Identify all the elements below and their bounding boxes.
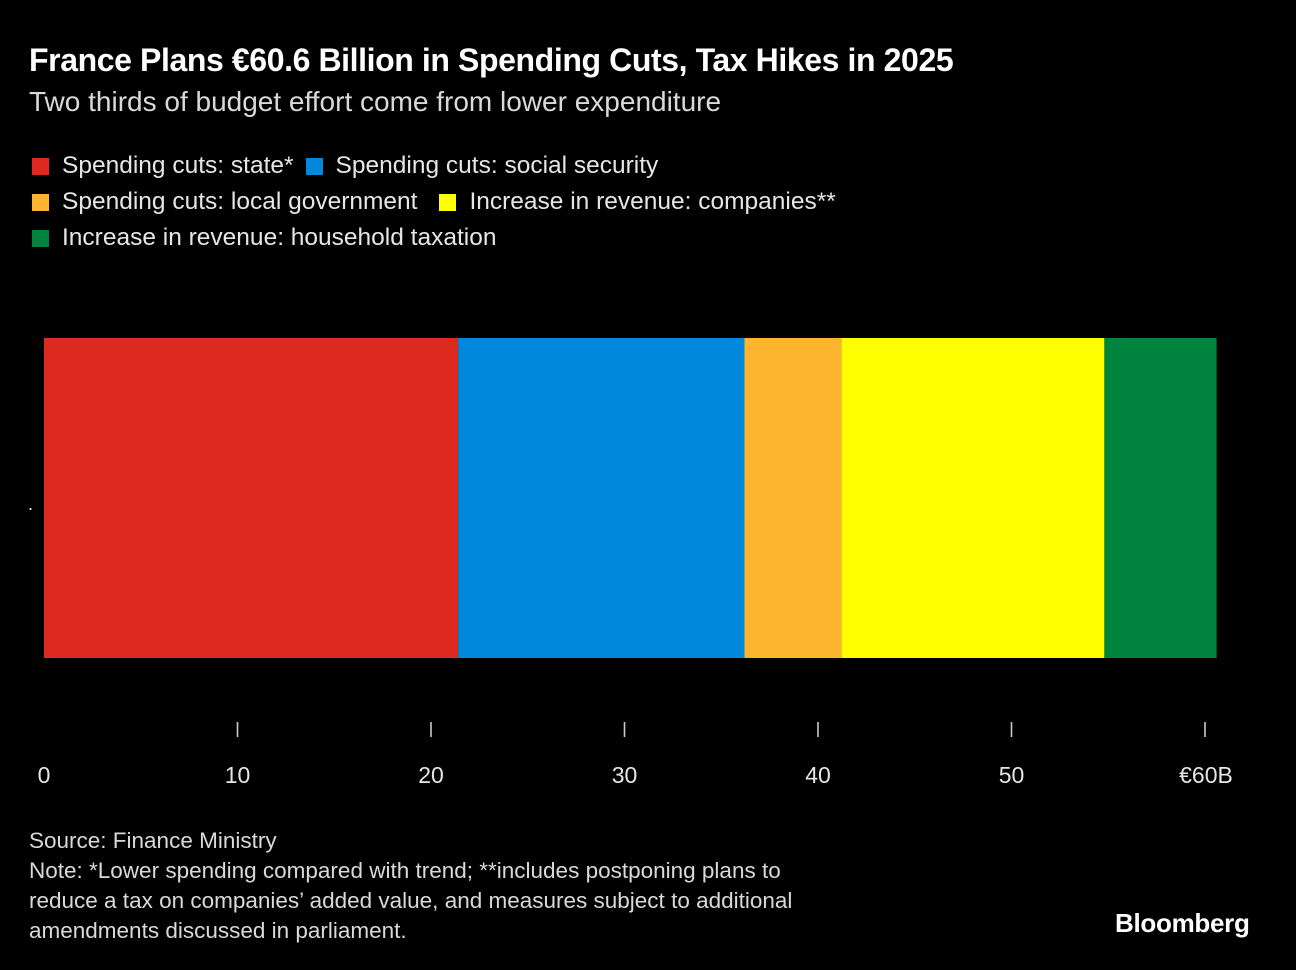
legend: Spending cuts: state* Spending cuts: soc…	[32, 148, 1032, 256]
x-axis-tick-labels: 0 10 20 30 40 50 €60B	[38, 762, 1233, 788]
legend-swatch-household-taxation	[32, 229, 49, 247]
legend-label: Increase in revenue: household taxation	[62, 224, 497, 251]
x-tick-label: 30	[612, 762, 638, 788]
note-line: reduce a tax on companies’ added value, …	[29, 888, 793, 913]
x-tick-label: 10	[225, 762, 251, 788]
bar-segment-increase-in-revenue-household-taxation	[1104, 338, 1217, 658]
legend-swatch-social-security	[305, 157, 323, 175]
legend-label: Spending cuts: social security	[335, 152, 659, 179]
chart-subtitle: Two thirds of budget effort come from lo…	[29, 86, 722, 117]
legend-item-local-government: Spending cuts: local government	[32, 188, 417, 216]
footer: Source: Finance Ministry Note: *Lower sp…	[29, 826, 989, 946]
note-line: Note: *Lower spending compared with tren…	[29, 858, 781, 883]
legend-label: Increase in revenue: companies**	[469, 188, 836, 215]
legend-swatch-state	[32, 157, 49, 175]
x-tick-label: 50	[999, 762, 1025, 788]
x-tick-label: €60B	[1179, 762, 1233, 788]
x-axis-ticks	[236, 722, 1206, 737]
bar-group	[44, 338, 1217, 658]
legend-swatch-local-government	[32, 193, 49, 211]
legend-item-companies: Increase in revenue: companies**	[439, 188, 836, 216]
legend-swatch-companies	[439, 193, 457, 211]
x-tick-label: 0	[38, 762, 51, 788]
legend-item-household-taxation: Increase in revenue: household taxation	[32, 224, 497, 252]
bar-segment-spending-cuts-social-security	[458, 338, 745, 658]
legend-row: Spending cuts: local government Increase…	[32, 184, 1032, 220]
x-tick-label: 20	[418, 762, 444, 788]
legend-row: Increase in revenue: household taxation	[32, 220, 1032, 256]
legend-item-social-security: Spending cuts: social security	[305, 152, 659, 180]
legend-label: Spending cuts: local government	[62, 188, 418, 215]
source-text: Source: Finance Ministry	[29, 828, 277, 853]
bar-segment-spending-cuts-local-government	[744, 338, 842, 658]
category-label: .	[28, 494, 33, 514]
legend-row: Spending cuts: state* Spending cuts: soc…	[32, 148, 1032, 184]
bar-segment-spending-cuts-state	[44, 338, 459, 658]
legend-item-state: Spending cuts: state*	[32, 152, 294, 180]
bloomberg-logo: Bloomberg	[1115, 908, 1250, 938]
note-line: amendments discussed in parliament.	[29, 918, 407, 943]
x-tick-label: 40	[805, 762, 831, 788]
bar-segment-increase-in-revenue-companies	[841, 338, 1105, 658]
chart-title: France Plans €60.6 Billion in Spending C…	[29, 42, 954, 78]
legend-label: Spending cuts: state*	[62, 152, 294, 179]
